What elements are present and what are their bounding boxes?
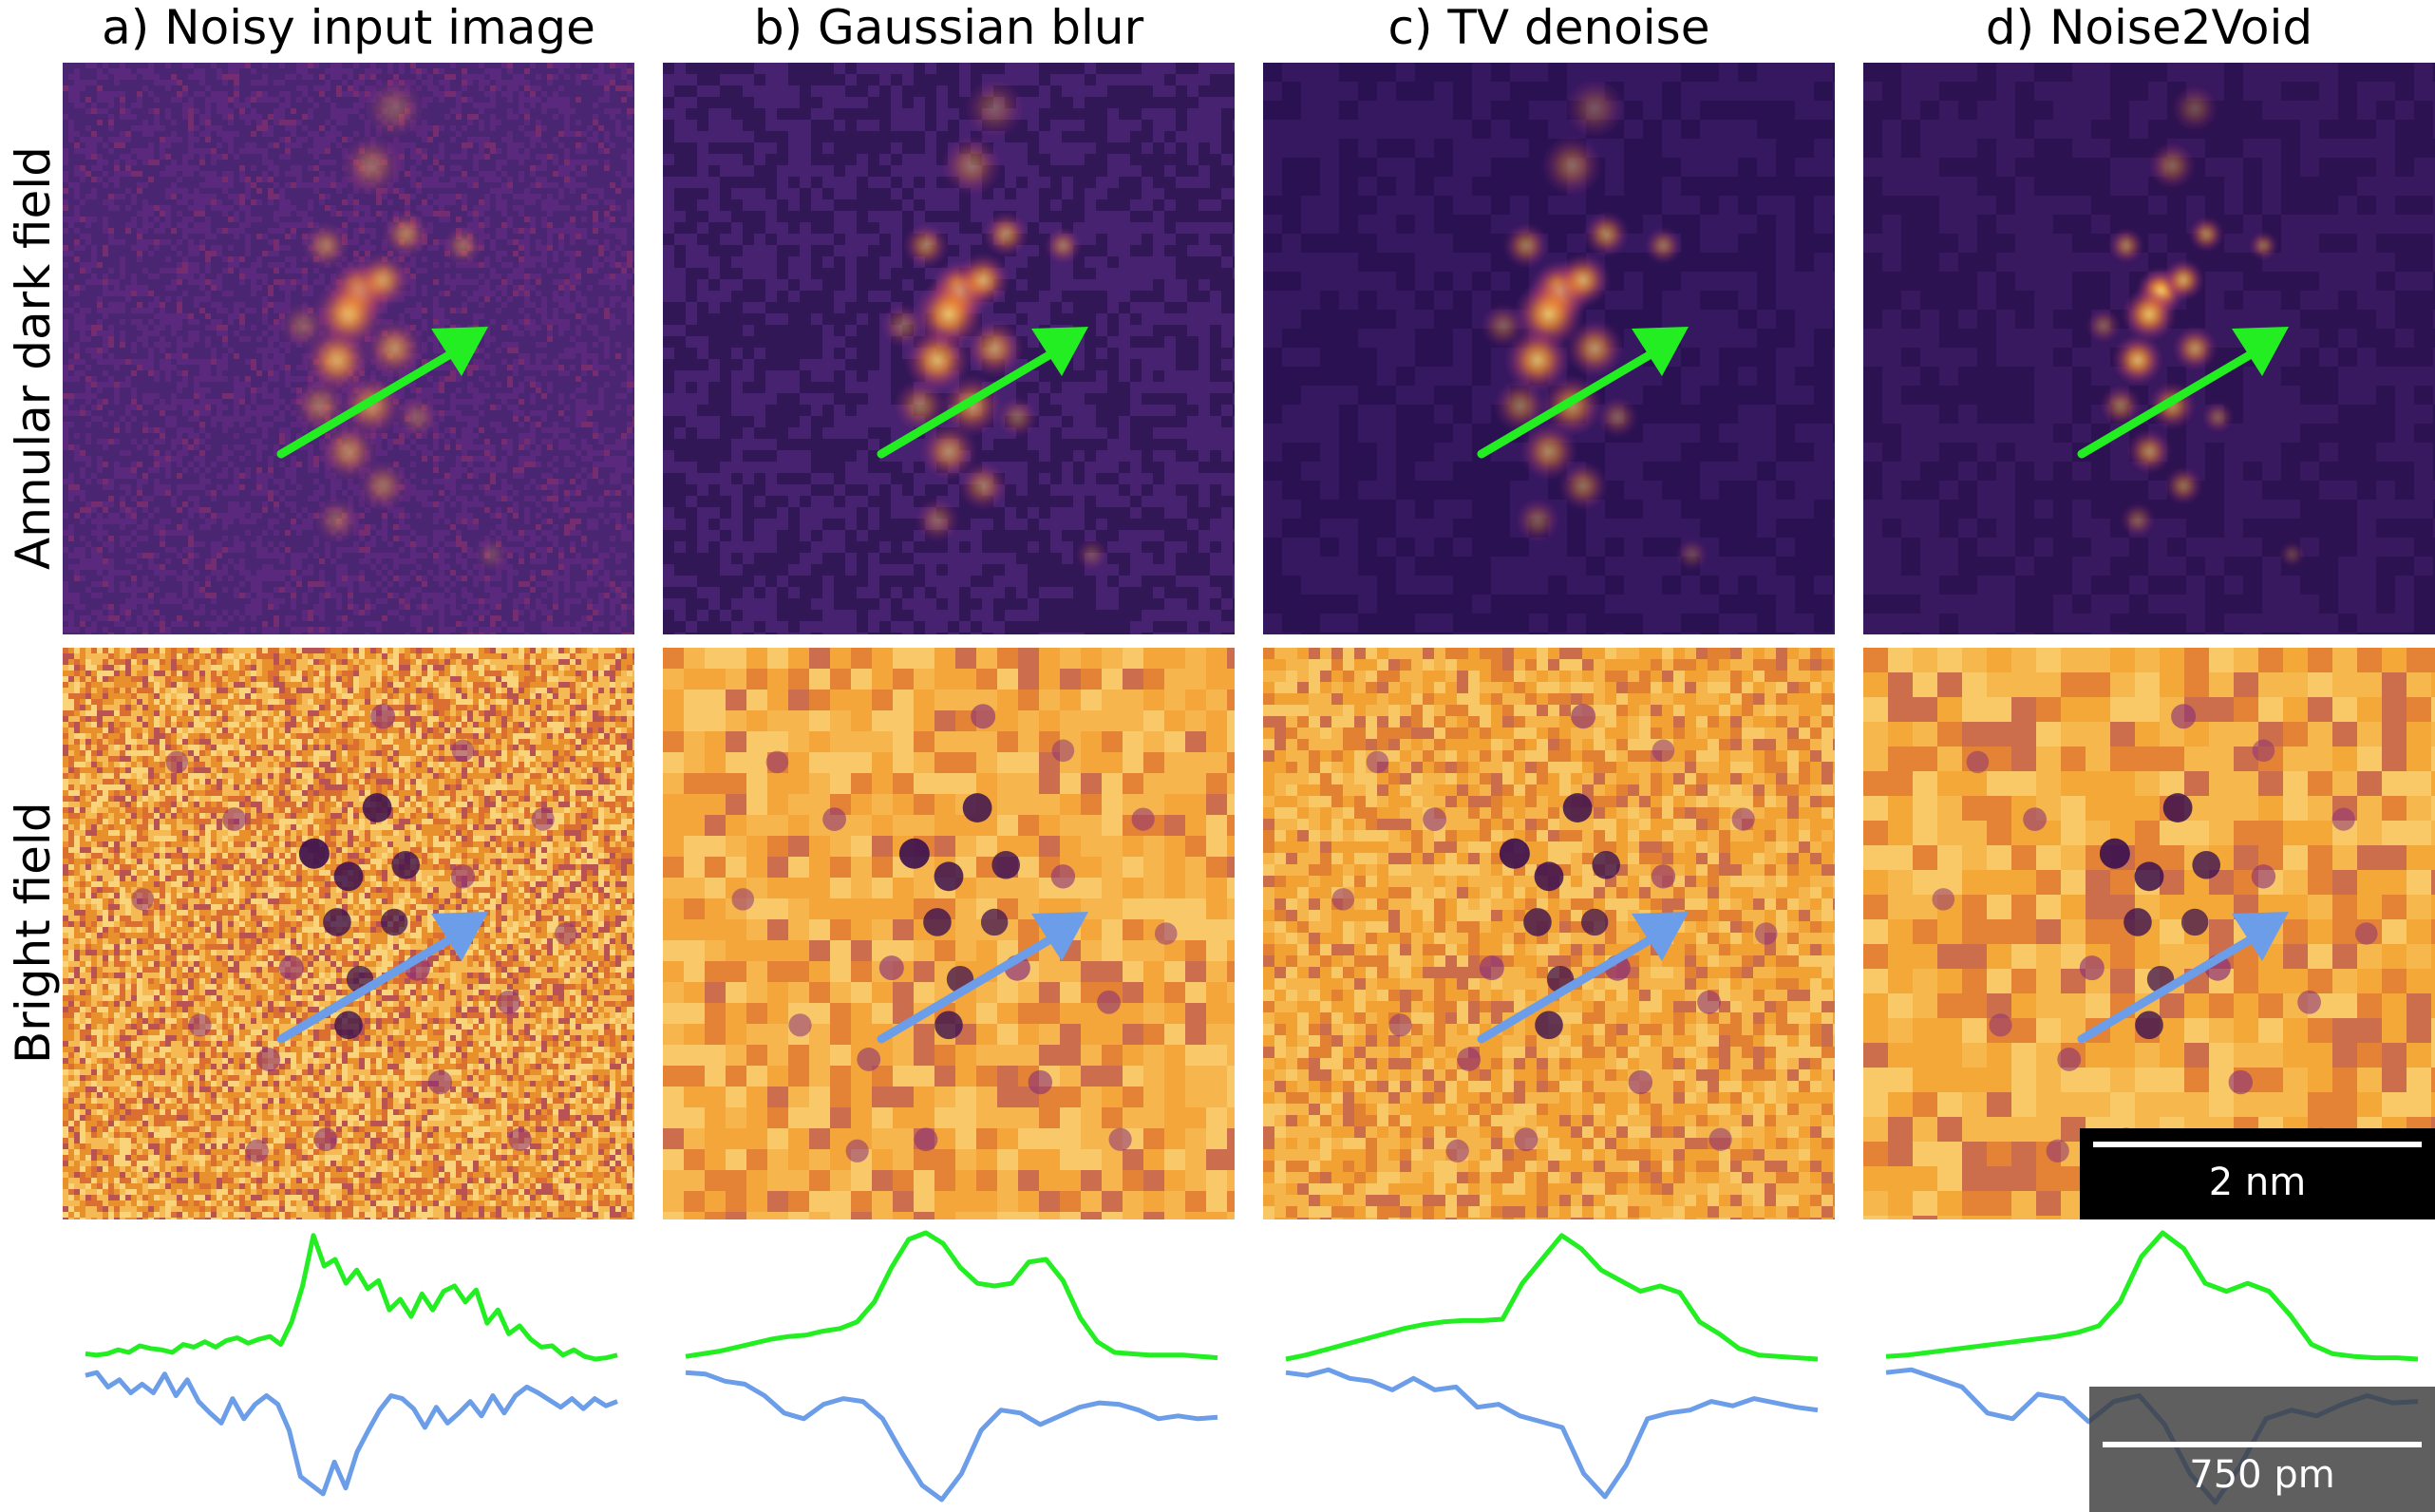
adf-image-a	[63, 63, 634, 634]
panel-title-a: a) Noisy input image	[63, 0, 634, 55]
bf-image-content	[1263, 648, 1835, 1219]
profile-scalebar-line	[2103, 1442, 2422, 1447]
adf-arrow	[2077, 327, 2289, 459]
bf-image-b	[663, 648, 1235, 1219]
bf-arrow	[276, 912, 488, 1044]
bf-image-content	[63, 648, 634, 1219]
line-profiles	[85, 1230, 2419, 1505]
adf-image-b	[663, 63, 1235, 634]
bf-profile-c	[1285, 1367, 1819, 1500]
row-label-adf: Annular dark field	[6, 146, 61, 570]
adf-image-d	[1863, 63, 2435, 634]
adf-image-c	[1263, 63, 1835, 634]
adf-profile-d	[1885, 1230, 2419, 1362]
adf-image-content	[663, 63, 1235, 634]
adf-profile-c	[1285, 1233, 1819, 1362]
adf-arrow	[276, 327, 488, 459]
bf-profile-b	[685, 1370, 1218, 1503]
bf-arrow	[1477, 912, 1689, 1044]
bf-image-content	[663, 648, 1235, 1219]
adf-profile-a	[85, 1233, 618, 1362]
panel-title-d: d) Noise2Void	[1863, 0, 2435, 55]
adf-arrow	[1477, 327, 1689, 459]
adf-image-content	[1863, 63, 2435, 634]
panel-title-c: c) TV denoise	[1263, 0, 1835, 55]
adf-profile-b	[685, 1230, 1218, 1361]
bf-arrow	[877, 912, 1088, 1044]
image-scalebar: 2 nm	[2080, 1128, 2435, 1219]
adf-image-content	[63, 63, 634, 634]
bf-profile-a	[85, 1370, 618, 1497]
row-label-bf: Bright field	[6, 802, 61, 1064]
adf-arrow	[877, 327, 1088, 459]
bf-arrow	[2077, 912, 2289, 1044]
image-scalebar-line	[2093, 1142, 2422, 1147]
profile-scalebar: 750 pm	[2089, 1387, 2435, 1512]
adf-image-content	[1263, 63, 1835, 634]
profile-scalebar-label: 750 pm	[2089, 1453, 2435, 1497]
panel-title-b: b) Gaussian blur	[663, 0, 1235, 55]
bf-image-a	[63, 648, 634, 1219]
image-scalebar-label: 2 nm	[2080, 1161, 2435, 1204]
bf-image-c	[1263, 648, 1835, 1219]
